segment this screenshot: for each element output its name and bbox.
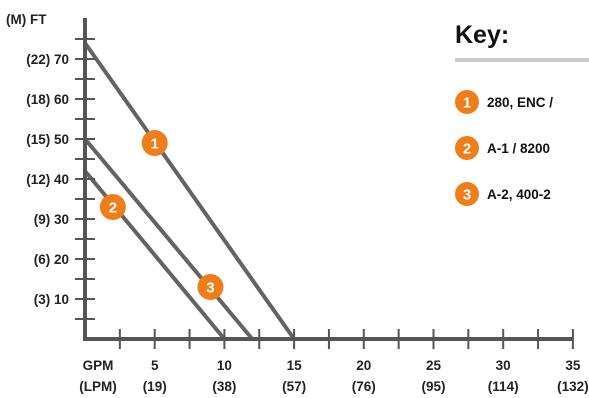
legend-title: Key: [455, 21, 509, 49]
axis-ticks [75, 38, 574, 349]
x-tick-sublabel: (114) [488, 379, 519, 394]
x-tick-label: 15 [287, 358, 303, 373]
y-tick-label: (18) 60 [26, 92, 69, 107]
marker-badge-3 [197, 274, 224, 300]
legend-entry-text: A-1 / 8200 [487, 141, 550, 156]
y-tick-label: (22) 70 [26, 52, 69, 67]
legend-entries: 1 280, ENC / 2 A-1 / 8200 3 A-2, 400-2 [455, 90, 553, 206]
x-tick-label: 20 [356, 358, 371, 373]
legend-entry-text: A-2, 400-2 [487, 187, 551, 202]
x-tick-sublabel: (76) [352, 379, 376, 394]
legend-badge-number: 1 [463, 95, 471, 112]
x-tick-sublabel: (57) [282, 379, 306, 394]
marker-badge-number: 1 [151, 136, 159, 153]
x-tick-label: 30 [496, 358, 511, 373]
x-unit-sublabel: (LPM) [79, 379, 117, 394]
x-tick-sublabel: (19) [143, 379, 167, 394]
axes [83, 18, 572, 341]
y-tick-label: (9) 30 [34, 212, 69, 227]
x-tick-label: 35 [565, 358, 581, 373]
legend-badge-3 [455, 182, 479, 206]
legend-badge-number: 2 [463, 141, 471, 158]
series-lines [83, 41, 297, 341]
series-markers: 1 2 3 [99, 130, 224, 300]
series-line-1 [83, 41, 297, 341]
marker-badge-2 [99, 194, 126, 220]
y-tick-label: (12) 40 [26, 172, 69, 187]
legend-badge-number: 3 [463, 187, 471, 204]
x-tick-sublabel: (38) [212, 379, 236, 394]
y-tick-label: (15) 50 [26, 132, 69, 147]
x-tick-label: 5 [151, 358, 159, 373]
x-tick-label: 10 [217, 358, 232, 373]
legend-divider [455, 58, 589, 62]
legend: Key: 1 280, ENC / 2 A-1 / 8200 3 A-2, 400-2 [455, 21, 589, 206]
tick-labels: (3) 10 (6) 20 (9) 30 (12) 40 (15) 50 (18) 60 (… [6, 12, 589, 394]
x-tick-sublabel: (95) [421, 379, 445, 394]
marker-badge-1 [141, 130, 168, 156]
y-tick-label: (3) 10 [34, 292, 69, 307]
legend-badge-1 [455, 90, 479, 114]
y-unit-label: (M) FT [6, 12, 47, 27]
legend-badge-2 [455, 136, 479, 160]
y-tick-label: (6) 20 [34, 252, 69, 267]
x-tick-sublabel: (132) [557, 379, 589, 394]
x-tick-label: 25 [426, 358, 442, 373]
series-line-3 [83, 137, 255, 341]
marker-badge-number: 3 [206, 280, 214, 297]
x-unit-label: GPM [83, 358, 114, 373]
marker-badge-number: 2 [109, 200, 117, 217]
legend-entry-text: 280, ENC / [487, 95, 553, 110]
